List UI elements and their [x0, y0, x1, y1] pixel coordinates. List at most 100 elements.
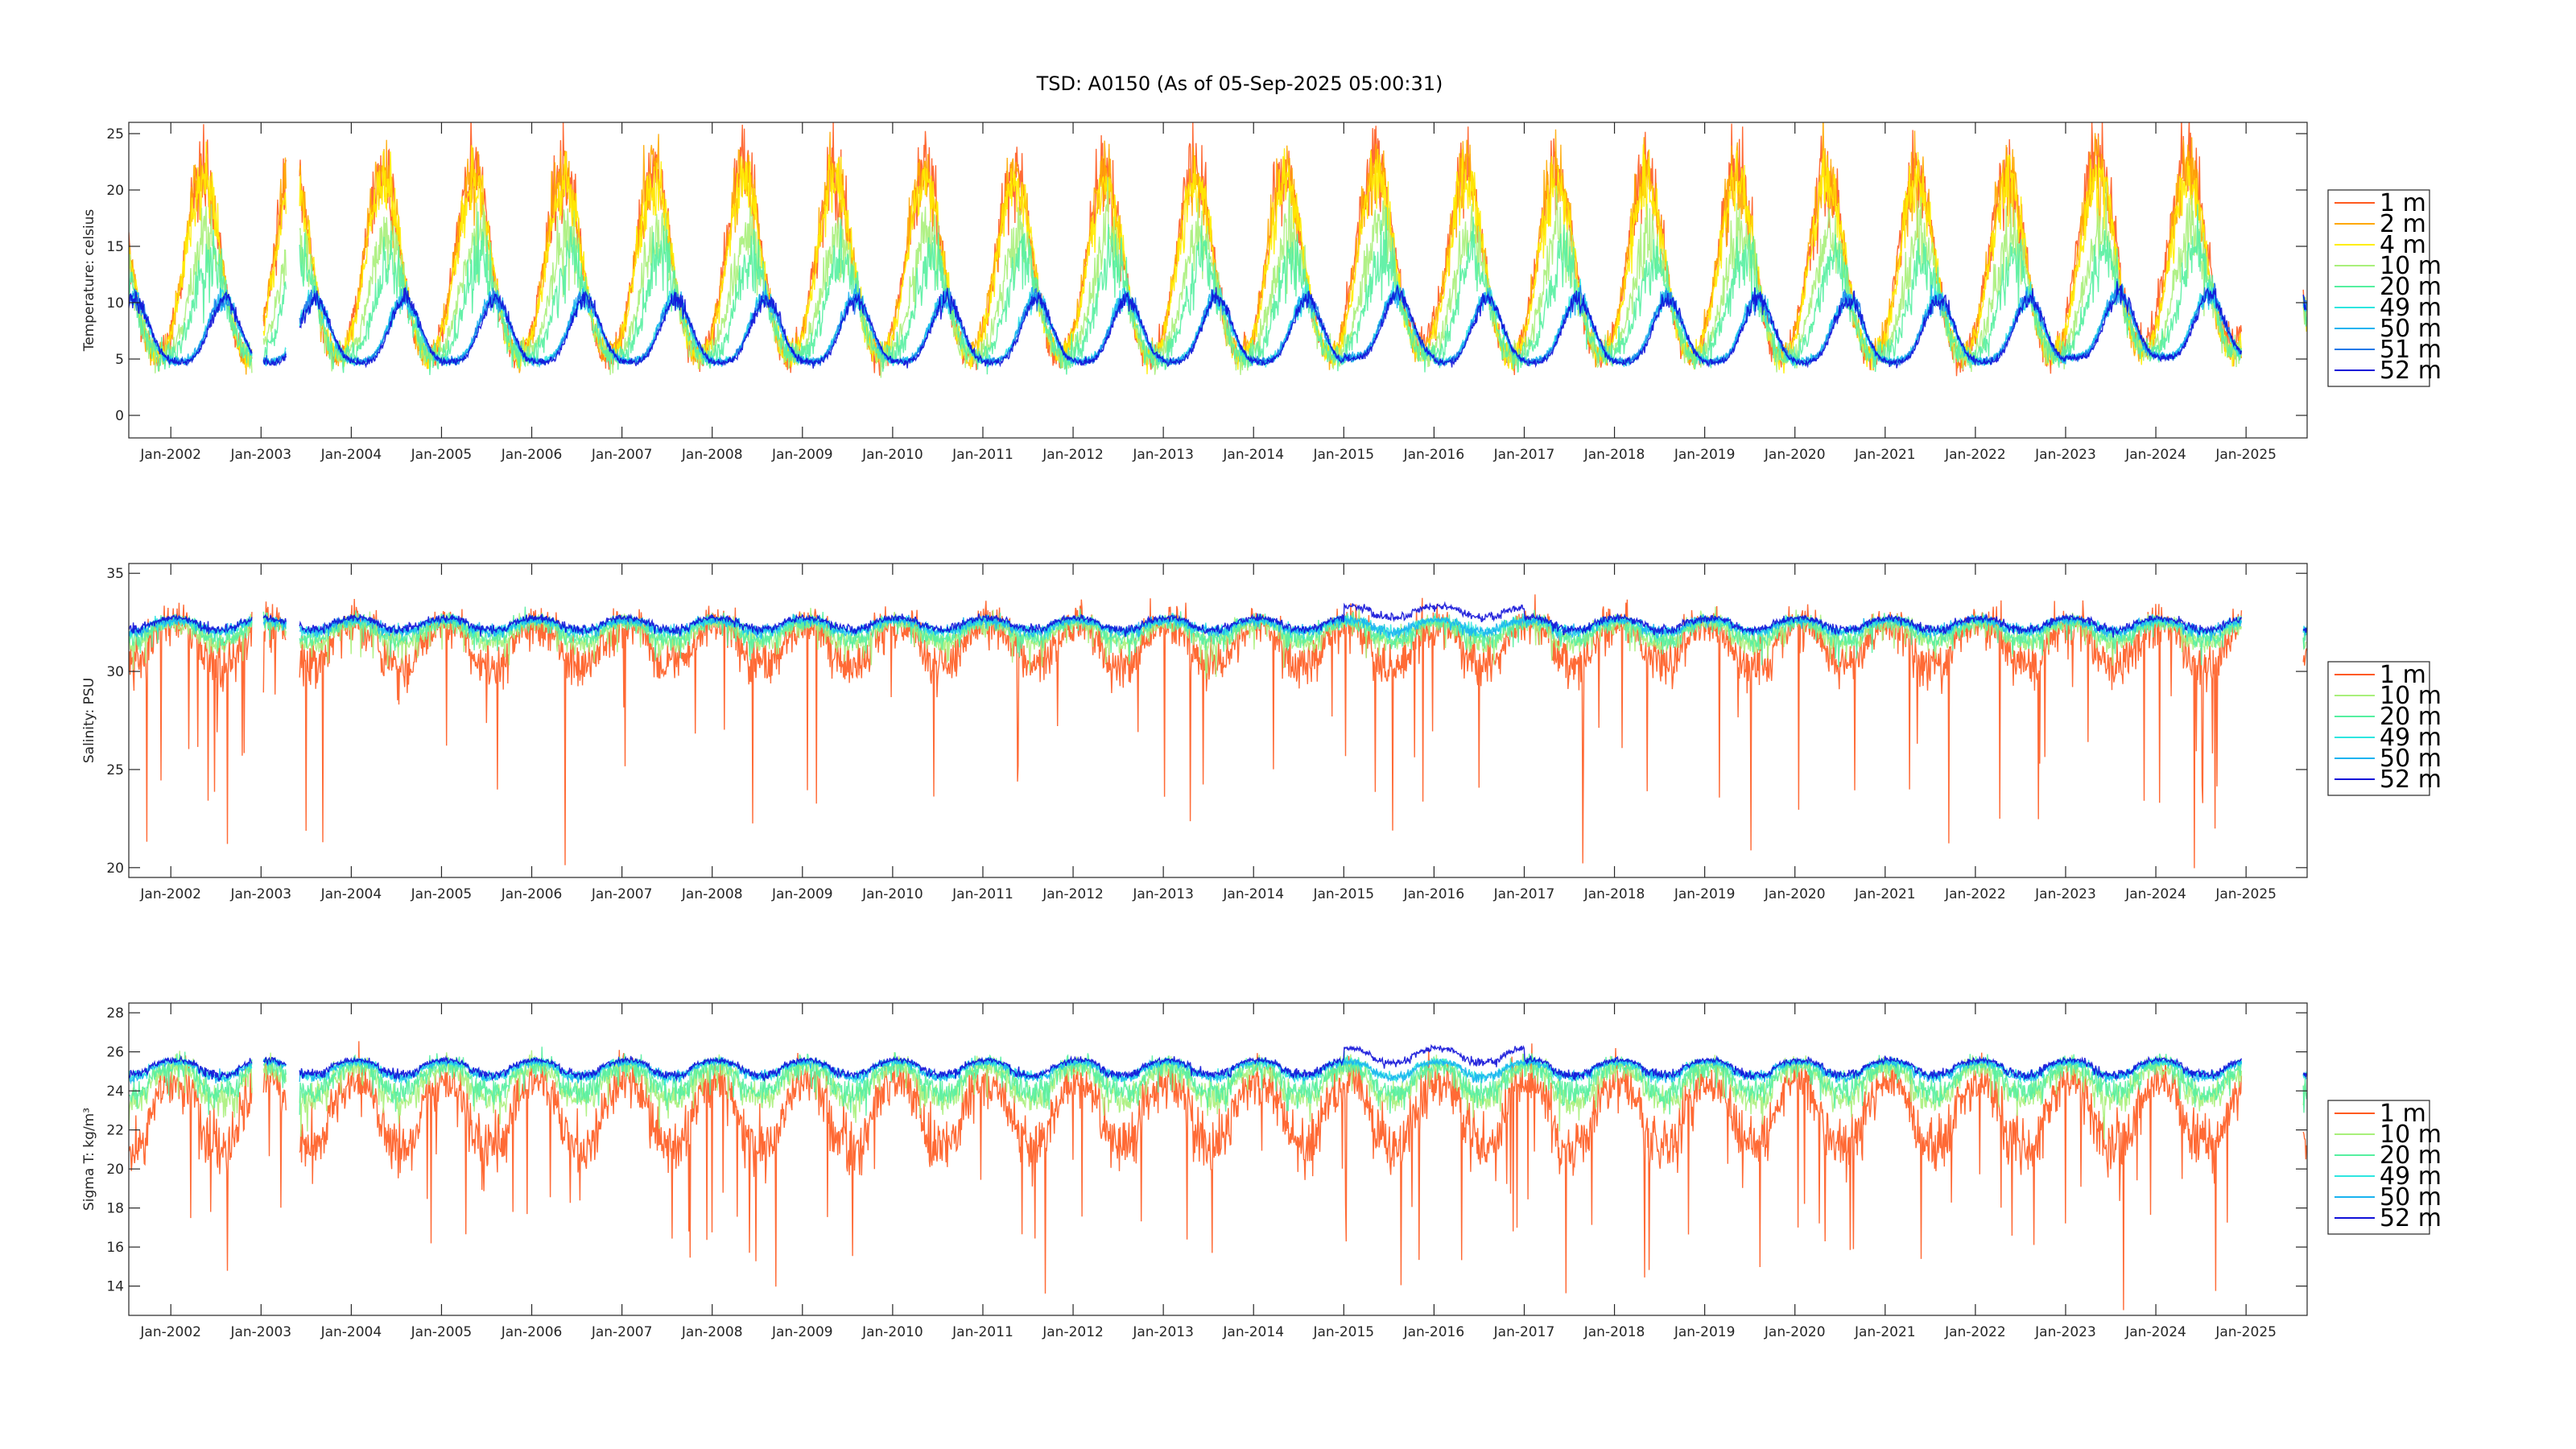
x-tick-label: Jan-2010	[861, 886, 923, 902]
x-tick-label: Jan-2024	[2124, 1324, 2186, 1340]
legend-label: 10 m	[2380, 252, 2442, 280]
series-group	[129, 122, 2307, 378]
x-tick-label: Jan-2009	[771, 886, 833, 902]
x-tick-label: Jan-2013	[1132, 447, 1194, 463]
figure-title: TSD: A0150 (As of 05-Sep-2025 05:00:31)	[1036, 72, 1443, 95]
legend-label: 50 m	[2380, 1183, 2442, 1212]
x-tick-label: Jan-2008	[681, 447, 743, 463]
x-tick-label: Jan-2018	[1583, 447, 1645, 463]
y-tick-label: 25	[106, 762, 124, 778]
legend-label: 49 m	[2380, 294, 2442, 322]
x-tick-label: Jan-2021	[1854, 447, 1916, 463]
x-tick-label: Jan-2024	[2124, 447, 2186, 463]
x-tick-label: Jan-2019	[1674, 1324, 1736, 1340]
y-axis-label: Temperature: celsius	[81, 209, 97, 353]
series-line-1m	[129, 594, 2307, 869]
x-tick-label: Jan-2022	[1944, 447, 2006, 463]
legend-label: 1 m	[2380, 1100, 2426, 1128]
y-tick-label: 22	[106, 1123, 124, 1139]
series-line-52m	[129, 1043, 2307, 1083]
x-tick-label: Jan-2013	[1132, 886, 1194, 902]
legend-label: 20 m	[2380, 1141, 2442, 1170]
x-tick-label: Jan-2020	[1764, 1324, 1826, 1340]
legend-label: 52 m	[2380, 766, 2442, 794]
panel-3: 14 16 18 20 22 24 26 28 Jan-2002 Jan-2003 Jan-2004…	[81, 1002, 2442, 1340]
legend-box	[2327, 661, 2430, 796]
x-tick-label: Jan-2015	[1312, 1324, 1374, 1340]
x-tick-label: Jan-2016	[1403, 1324, 1465, 1340]
x-tick-label: Jan-2017	[1493, 886, 1555, 902]
x-tick-label: Jan-2012	[1042, 447, 1104, 463]
y-tick-label: 20	[106, 1162, 124, 1178]
legend-box	[2327, 1100, 2430, 1235]
legend-label: 2 m	[2380, 210, 2426, 238]
x-tick-label: Jan-2017	[1493, 1324, 1555, 1340]
legend-label: 10 m	[2380, 682, 2442, 710]
x-tick-label: Jan-2023	[2034, 886, 2096, 902]
y-axis-label: Sigma T: kg/m³	[81, 1108, 97, 1211]
x-tick-label: Jan-2004	[320, 447, 382, 463]
x-tick-label: Jan-2003	[229, 886, 291, 902]
legend-label: 1 m	[2380, 189, 2426, 217]
series-line-4m	[129, 141, 2307, 374]
x-tick-label: Jan-2020	[1764, 886, 1826, 902]
x-tick-label: Jan-2014	[1222, 1324, 1284, 1340]
x-tick-label: Jan-2019	[1674, 447, 1736, 463]
x-tick-label: Jan-2025	[2215, 447, 2277, 463]
x-tick-label: Jan-2018	[1583, 886, 1645, 902]
y-tick-label: 28	[106, 1005, 124, 1022]
legend-label: 49 m	[2380, 724, 2442, 752]
x-tick-label: Jan-2017	[1493, 447, 1555, 463]
y-axis-label: Salinity: PSU	[81, 678, 97, 763]
x-tick-label: Jan-2002	[139, 886, 201, 902]
legend-label: 50 m	[2380, 315, 2442, 343]
x-tick-label: Jan-2007	[591, 447, 653, 463]
legend-label: 20 m	[2380, 273, 2442, 301]
x-tick-label: Jan-2007	[591, 1324, 653, 1340]
legend-label: 10 m	[2380, 1121, 2442, 1149]
x-tick-label: Jan-2023	[2034, 447, 2096, 463]
x-tick-label: Jan-2021	[1854, 886, 1916, 902]
y-tick-label: 24	[106, 1084, 124, 1100]
x-tick-label: Jan-2013	[1132, 1324, 1194, 1340]
x-tick-label: Jan-2007	[591, 886, 653, 902]
x-tick-label: Jan-2023	[2034, 1324, 2096, 1340]
x-tick-label: Jan-2020	[1764, 447, 1826, 463]
x-tick-label: Jan-2022	[1944, 886, 2006, 902]
y-tick-label: 26	[106, 1045, 124, 1061]
x-tick-label: Jan-2010	[861, 1324, 923, 1340]
y-tick-label: 30	[106, 664, 124, 680]
x-tick-label: Jan-2025	[2215, 1324, 2277, 1340]
x-tick-label: Jan-2006	[501, 447, 563, 463]
x-tick-label: Jan-2012	[1042, 886, 1104, 902]
series-line-2m	[129, 122, 2307, 375]
panel-2: 20 25 30 35 Jan-2002 Jan-2003 Jan-2004 Jan-2005…	[81, 563, 2442, 902]
y-tick-label: 20	[106, 183, 124, 199]
x-tick-label: Jan-2002	[139, 447, 201, 463]
x-tick-label: Jan-2010	[861, 447, 923, 463]
x-tick-label: Jan-2016	[1403, 447, 1465, 463]
y-tick-label: 25	[106, 126, 124, 142]
y-tick-label: 16	[106, 1240, 124, 1256]
x-tick-label: Jan-2004	[320, 886, 382, 902]
x-tick-label: Jan-2012	[1042, 1324, 1104, 1340]
axes-box	[128, 563, 2308, 878]
series-line-20m	[129, 204, 2307, 375]
y-tick-label: 35	[106, 566, 124, 582]
x-tick-label: Jan-2009	[771, 447, 833, 463]
series-line-10m	[129, 177, 2307, 378]
x-tick-label: Jan-2005	[411, 886, 473, 902]
panels: 0 5 10 15 20 25 Jan-2002 Jan-2003 Jan-2004 Jan-20…	[81, 122, 2442, 1340]
series-line-10m	[129, 1050, 2307, 1140]
y-tick-label: 0	[115, 408, 124, 424]
y-tick-label: 20	[106, 861, 124, 877]
legend-label: 50 m	[2380, 745, 2442, 773]
series-group	[129, 594, 2307, 869]
axes-box	[128, 122, 2308, 439]
legend-label: 49 m	[2380, 1162, 2442, 1191]
legend-label: 1 m	[2380, 661, 2426, 689]
x-tick-label: Jan-2006	[501, 1324, 563, 1340]
legend: 1 m10 m20 m49 m50 m52 m	[2327, 1100, 2442, 1235]
x-tick-label: Jan-2004	[320, 1324, 382, 1340]
